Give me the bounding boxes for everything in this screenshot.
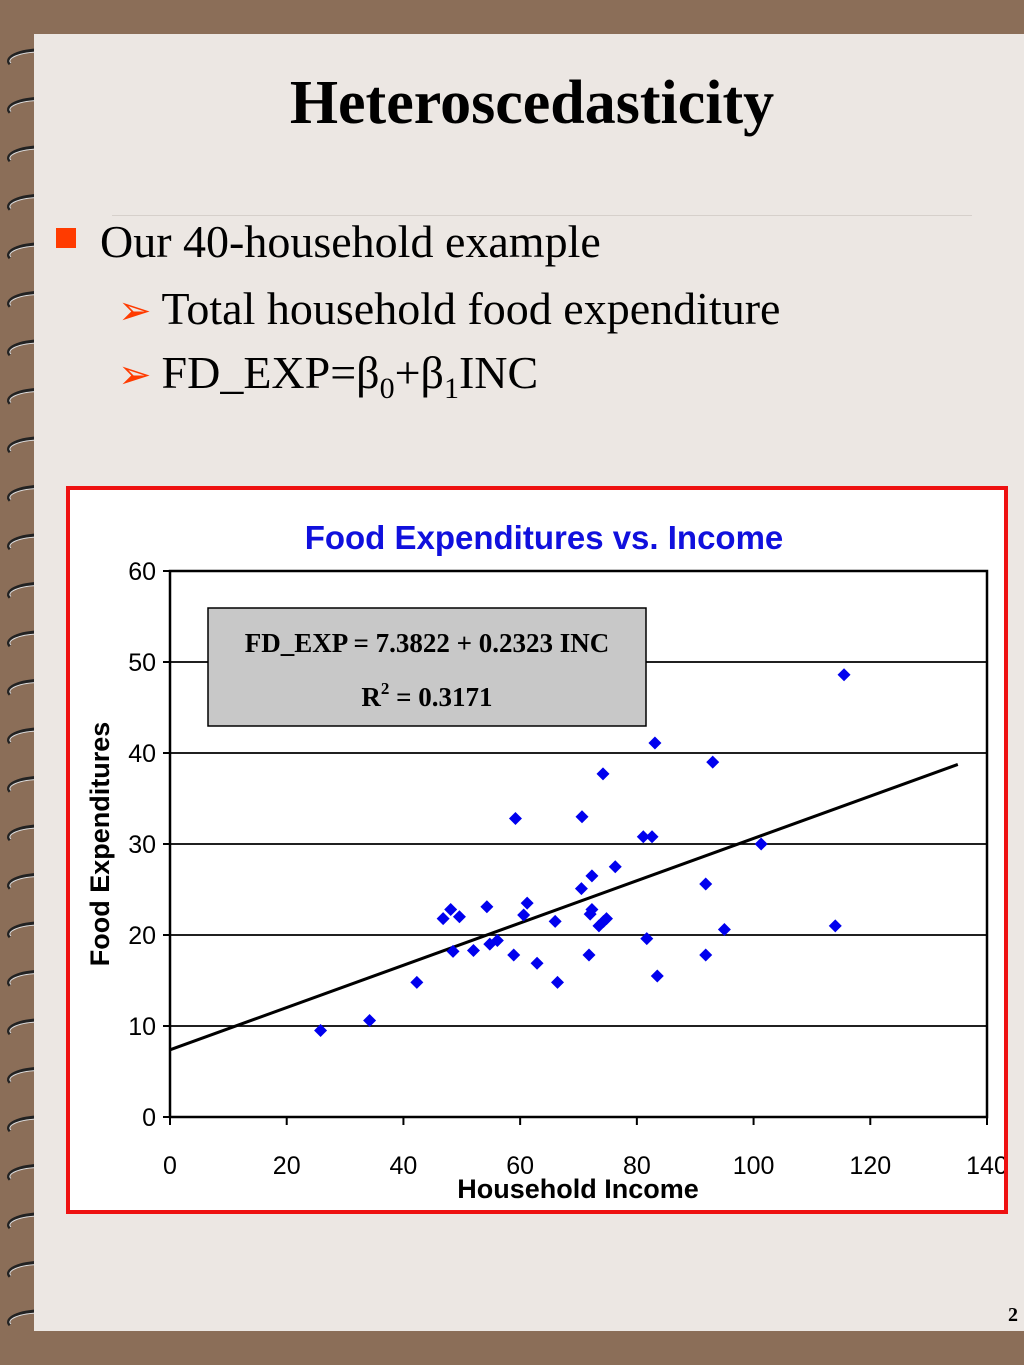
x-tick-label: 20 [273,1152,301,1180]
equation-subscript: 1 [443,372,459,405]
chart-title: Food Expenditures vs. Income [305,519,784,556]
equation-part: +β [394,347,444,398]
r-squared-value: = 0.3171 [389,682,492,712]
data-point [410,975,424,989]
data-point [444,903,458,917]
data-point [452,910,466,924]
data-point [508,812,522,826]
x-tick-label: 80 [623,1152,651,1180]
data-point [520,896,534,910]
y-tick-label: 40 [128,740,156,768]
data-point [582,948,596,962]
data-point [574,882,588,896]
y-axis-label: Food Expenditures [85,722,115,967]
bullet-main: Our 40-household example [100,215,601,268]
data-point [600,912,614,926]
bullet-main-text: Our 40-household example [100,216,601,267]
equation-part: INC [458,347,539,398]
regression-equation: FD_EXP = 7.3822 + 0.2323 INC [245,628,610,658]
data-point [548,914,562,928]
trendline [169,763,959,1052]
title-divider [112,215,972,216]
x-tick-label: 120 [849,1152,891,1180]
slide-title: Heteroscedasticity [289,69,775,137]
sub-bullet-1-text: Total household food expenditure [161,283,781,334]
scatter-chart: Food Expenditures vs. Income010203040506… [85,519,1004,1204]
equation-subscript: 0 [379,372,395,405]
data-point [585,903,599,917]
y-tick-label: 50 [128,649,156,677]
x-tick-label: 140 [966,1152,1004,1180]
r-squared-symbol: R [361,682,381,712]
data-point [585,869,599,883]
x-axis-label: Household Income [457,1174,699,1204]
equation-part: FD_EXP=β [161,347,380,398]
data-point [650,969,664,983]
r-squared-superscript: 2 [381,679,390,698]
data-point [507,948,521,962]
data-point [837,668,851,682]
data-point [446,944,460,958]
data-point [575,810,589,824]
page-number: 2 [1008,1304,1018,1326]
x-tick-label: 0 [163,1152,177,1180]
sub-bullet-1: ➢ Total household food expenditure [118,282,780,335]
y-tick-label: 10 [128,1013,156,1041]
data-point [754,837,768,851]
data-point [648,736,662,750]
data-point [490,933,504,947]
data-point [550,975,564,989]
data-point [699,948,713,962]
chart-frame: Food Expenditures vs. Income 0 10 20 30 40 50 6… [66,486,1008,1214]
data-point [314,1024,328,1038]
data-point [530,956,544,970]
data-point [466,943,480,957]
data-point [706,755,720,769]
data-point [828,919,842,933]
y-tick-label: 0 [142,1104,156,1132]
data-point [645,830,659,844]
y-tick-label: 30 [128,831,156,859]
equation: FD_EXP=β0+β1INC [161,347,539,404]
data-point [363,1014,377,1028]
data-point [596,767,610,781]
data-point [636,830,650,844]
regression-annotation-box [207,607,647,727]
data-point [640,932,654,946]
x-tick-label: 60 [506,1152,534,1180]
arrow-bullet-icon: ➢ [118,288,152,334]
data-point [517,908,531,922]
data-point [717,923,731,937]
square-bullet-icon [56,228,76,248]
x-tick-label: 40 [390,1152,418,1180]
data-point [436,912,450,926]
data-point [480,900,494,914]
data-point [699,877,713,891]
arrow-bullet-icon: ➢ [118,352,152,398]
x-tick-label: 100 [733,1152,775,1180]
y-tick-label: 60 [128,558,156,586]
data-point [608,860,622,874]
data-point [483,937,497,951]
r-squared: R2 = 0.3171 [361,679,492,712]
y-tick-label: 20 [128,922,156,950]
sub-bullet-2: ➢ FD_EXP=β0+β1INC [118,346,539,404]
